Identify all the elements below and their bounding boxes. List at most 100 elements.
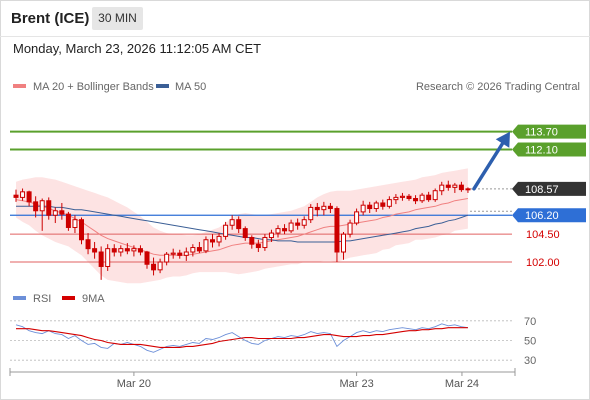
candle <box>223 221 229 240</box>
candle-body <box>223 224 229 237</box>
candle-body <box>452 184 458 188</box>
candle <box>203 236 209 254</box>
candle <box>452 182 458 193</box>
candle <box>157 258 163 274</box>
candle-body <box>137 248 143 253</box>
x-tick-label: Mar 24 <box>445 378 479 390</box>
candle <box>360 200 366 216</box>
candle <box>65 211 71 231</box>
candle <box>72 215 78 234</box>
candle-body <box>39 200 45 212</box>
candle <box>458 181 464 192</box>
pivot-badge-label: 106.20 <box>525 210 559 222</box>
candle-body <box>373 202 379 210</box>
candle-body <box>79 219 84 241</box>
candle <box>445 180 451 191</box>
candle <box>229 215 235 230</box>
support-level-label: 104.50 <box>526 229 560 241</box>
candle-body <box>439 184 445 192</box>
candle-body <box>131 248 137 252</box>
x-tick-label: Mar 23 <box>339 378 373 390</box>
candle <box>282 224 288 235</box>
candle-body <box>111 248 117 253</box>
candle <box>341 231 346 260</box>
candle <box>393 194 399 205</box>
candle-body <box>386 199 392 207</box>
candle <box>236 216 242 234</box>
candle-body <box>432 190 438 201</box>
watermark-text: Research © 2026 Trading Central <box>416 81 580 93</box>
legend-label-9ma: 9MA <box>82 293 105 305</box>
candle <box>190 244 196 257</box>
rsi-tick-label: 50 <box>524 336 536 348</box>
candle-body <box>295 222 301 226</box>
candle <box>255 239 261 252</box>
candle <box>426 191 432 202</box>
candle <box>46 197 52 220</box>
candle-body <box>399 195 405 198</box>
target-badge-label: 113.70 <box>525 127 558 139</box>
candle <box>92 241 98 259</box>
candle <box>216 233 222 247</box>
candle-body <box>242 228 248 239</box>
candle-body <box>105 248 111 267</box>
ma20-line <box>15 198 468 256</box>
candle-body <box>327 205 333 210</box>
rsi-tick-label: 70 <box>524 316 536 328</box>
candle-body <box>321 205 327 211</box>
legend-swatch-ma50 <box>156 84 169 88</box>
candle <box>33 196 39 218</box>
legend-swatch-9ma <box>62 296 75 300</box>
candle <box>183 247 189 261</box>
candle-body <box>72 219 78 228</box>
candle <box>334 206 340 263</box>
candle <box>196 241 202 254</box>
candle-body <box>236 219 242 230</box>
candle-body <box>157 261 163 271</box>
candle-body <box>98 251 104 267</box>
target-level-badge: 113.70 <box>512 124 586 139</box>
legend-label-rsi: RSI <box>33 293 51 305</box>
candle-body <box>177 252 183 256</box>
candle <box>386 196 392 209</box>
candle <box>367 201 373 213</box>
candle-body <box>334 208 340 253</box>
candles-group <box>13 180 471 280</box>
candle-body <box>445 184 451 188</box>
candle-body <box>20 191 26 198</box>
candle <box>39 198 45 231</box>
candle <box>295 218 301 230</box>
candle <box>79 217 84 245</box>
candle <box>131 245 137 257</box>
candle-body <box>118 248 124 253</box>
candle-body <box>52 210 58 216</box>
candle-body <box>92 248 98 253</box>
candle-body <box>419 194 425 202</box>
target-level-badge: 112.10 <box>512 142 586 157</box>
candle-body <box>347 222 353 235</box>
candle-body <box>164 253 170 263</box>
candle <box>52 207 58 224</box>
rsi-ma-line <box>16 327 468 348</box>
support-level-label: 102.00 <box>526 257 560 269</box>
candle-body <box>308 206 314 221</box>
candle <box>268 229 274 242</box>
candle <box>13 189 19 202</box>
candle-body <box>85 239 91 250</box>
candle-body <box>144 251 150 265</box>
target-badge-shape <box>512 142 586 157</box>
candle <box>20 188 26 201</box>
candle <box>327 202 333 213</box>
candle-body <box>341 233 346 253</box>
candle <box>124 243 130 255</box>
candle-body <box>393 196 399 201</box>
candle-body <box>170 252 176 255</box>
candle <box>242 226 248 241</box>
legend-swatch-ma20 <box>13 84 26 88</box>
current-badge-label: 108.57 <box>525 184 559 196</box>
datetime-label: Monday, March 23, 2026 11:12:05 AM CET <box>13 41 262 56</box>
candle <box>321 201 327 216</box>
timeframe-badge[interactable]: 30 MIN <box>92 7 143 30</box>
candle-body <box>190 247 196 253</box>
